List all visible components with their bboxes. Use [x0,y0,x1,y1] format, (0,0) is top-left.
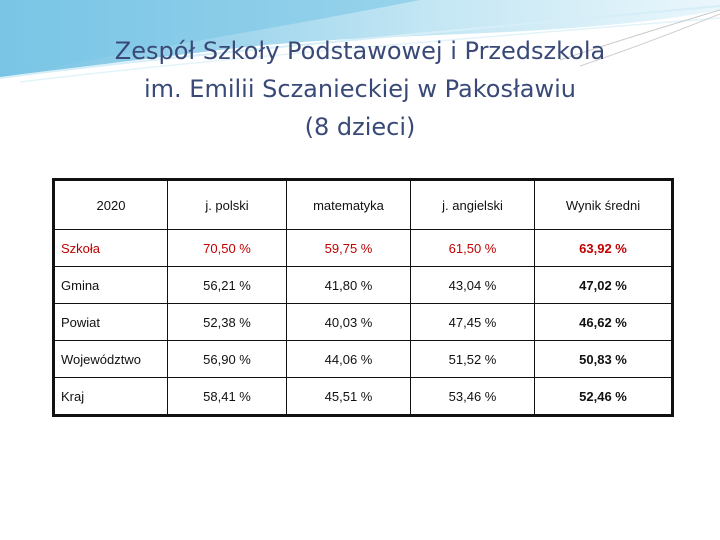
english-score: 47,45 % [410,303,535,341]
header-average: Wynik średni [534,179,673,230]
average-score: 46,62 % [534,303,673,341]
polish-score: 56,21 % [167,266,287,304]
row-name: Kraj [53,377,168,416]
table-row: Szkoła 70,50 % 59,75 % 61,50 % 63,92 % [53,229,673,267]
title-line-1: Zespół Szkoły Podstawowej i Przedszkola [114,37,606,65]
row-name: Gmina [53,266,168,304]
english-score: 61,50 % [410,229,535,267]
table-row: Kraj 58,41 % 45,51 % 53,46 % 52,46 % [53,377,673,416]
slide-title: Zespół Szkoły Podstawowej i Przedszkola … [0,32,720,146]
table-row: Powiat 52,38 % 40,03 % 47,45 % 46,62 % [53,303,673,341]
row-name: Powiat [53,303,168,341]
header-math: matematyka [286,179,411,230]
header-english: j. angielski [410,179,535,230]
polish-score: 58,41 % [167,377,287,416]
math-score: 45,51 % [286,377,411,416]
math-score: 41,80 % [286,266,411,304]
math-score: 59,75 % [286,229,411,267]
english-score: 43,04 % [410,266,535,304]
average-score: 50,83 % [534,340,673,378]
math-score: 40,03 % [286,303,411,341]
decorative-swoosh [0,0,720,83]
english-score: 51,52 % [410,340,535,378]
table-row: Województwo 56,90 % 44,06 % 51,52 % 50,8… [53,340,673,378]
average-score: 63,92 % [534,229,673,267]
polish-score: 56,90 % [167,340,287,378]
polish-score: 70,50 % [167,229,287,267]
table-row: Gmina 56,21 % 41,80 % 43,04 % 47,02 % [53,266,673,304]
results-table: 2020 j. polski matematyka j. angielski W… [52,178,674,417]
header-row: 2020 j. polski matematyka j. angielski W… [53,179,673,230]
math-score: 44,06 % [286,340,411,378]
polish-score: 52,38 % [167,303,287,341]
title-line-3: (8 dzieci) [304,113,416,141]
average-score: 47,02 % [534,266,673,304]
average-score: 52,46 % [534,377,673,416]
row-name: Województwo [53,340,168,378]
title-line-2: im. Emilii Sczanieckiej w Pakosławiu [144,75,576,103]
header-year: 2020 [53,179,168,230]
header-polish: j. polski [167,179,287,230]
row-name: Szkoła [53,229,168,267]
english-score: 53,46 % [410,377,535,416]
